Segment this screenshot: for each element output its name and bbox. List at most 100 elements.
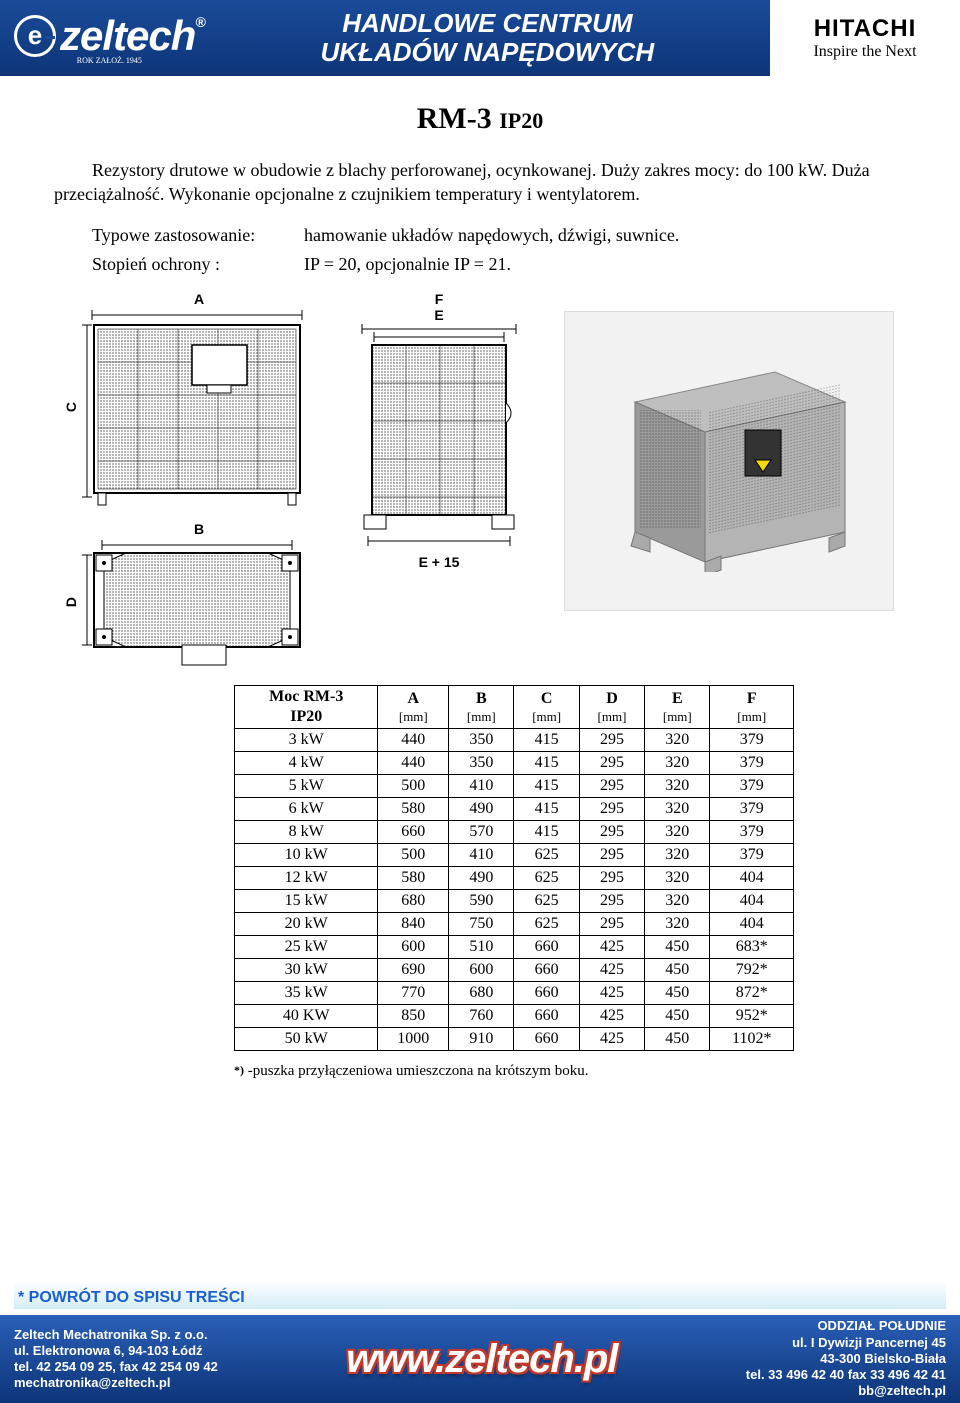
table-cell: 15 kW: [235, 889, 378, 912]
table-cell: 580: [378, 866, 449, 889]
footer-line: 43-300 Bielsko-Biała: [746, 1351, 946, 1367]
table-row: 25 kW600510660425450683*: [235, 935, 794, 958]
table-cell: 379: [710, 774, 794, 797]
table-cell: 660: [514, 1027, 579, 1050]
dim-label-a: A: [84, 291, 314, 307]
table-cell: 295: [579, 843, 644, 866]
table-header: C[mm]: [514, 685, 579, 728]
spec-value: IP = 20, opcjonalnie IP = 21.: [304, 252, 906, 277]
logo-word: zeltech: [60, 12, 195, 59]
header-title: HANDLOWE CENTRUM UKŁADÓW NAPĘDOWYCH: [205, 9, 770, 66]
table-row: 50 kW10009106604254501102*: [235, 1027, 794, 1050]
product-3d-svg: [595, 352, 855, 572]
page-header: e zeltech® ROK ZAŁOŻ. 1945 HANDLOWE CENT…: [0, 0, 960, 76]
table-cell: 660: [514, 981, 579, 1004]
table-cell: 500: [378, 774, 449, 797]
table-cell: 379: [710, 728, 794, 751]
table-cell: 770: [378, 981, 449, 1004]
table-cell: 320: [645, 843, 710, 866]
table-row: 8 kW660570415295320379: [235, 820, 794, 843]
side-view-svg: [354, 323, 524, 553]
table-cell: 850: [378, 1004, 449, 1027]
table-cell: 425: [579, 958, 644, 981]
table-row: 4 kW440350415295320379: [235, 751, 794, 774]
table-cell: 295: [579, 774, 644, 797]
footer-line: ul. Elektronowa 6, 94-103 Łódź: [14, 1343, 218, 1359]
title-sub: IP20: [499, 108, 543, 133]
table-cell: 500: [378, 843, 449, 866]
table-cell: 350: [449, 751, 514, 774]
drawing-side: F E E: [354, 291, 524, 667]
table-row: 6 kW580490415295320379: [235, 797, 794, 820]
table-cell: 760: [449, 1004, 514, 1027]
table-cell: 295: [579, 797, 644, 820]
table-cell: 450: [645, 935, 710, 958]
zeltech-logo: e zeltech® ROK ZAŁOŻ. 1945: [14, 12, 205, 65]
drawings-row: A C: [54, 291, 906, 667]
table-cell: 320: [645, 751, 710, 774]
table-cell: 872*: [710, 981, 794, 1004]
table-cell: 425: [579, 981, 644, 1004]
page-title: RM-3 IP20: [54, 102, 906, 136]
table-header: A[mm]: [378, 685, 449, 728]
return-link[interactable]: * POWRÓT DO SPISU TREŚCI: [14, 1281, 946, 1309]
table-cell: 320: [645, 866, 710, 889]
table-cell: 625: [514, 912, 579, 935]
table-cell: 490: [449, 797, 514, 820]
table-cell: 5 kW: [235, 774, 378, 797]
front-view-svg: [82, 307, 312, 507]
hitachi-slogan: Inspire the Next: [782, 43, 948, 61]
table-cell: 625: [514, 866, 579, 889]
footer-url[interactable]: www.zeltech.pl: [346, 1337, 617, 1381]
table-cell: 350: [449, 728, 514, 751]
footer-line: ODDZIAŁ POŁUDNIE: [746, 1318, 946, 1334]
table-cell: 295: [579, 751, 644, 774]
table-cell: 415: [514, 751, 579, 774]
table-cell: 625: [514, 889, 579, 912]
table-cell: 680: [378, 889, 449, 912]
table-cell: 379: [710, 820, 794, 843]
footer-line: tel. 33 496 42 40 fax 33 496 42 41: [746, 1367, 946, 1383]
table-cell: 683*: [710, 935, 794, 958]
table-row: 30 kW690600660425450792*: [235, 958, 794, 981]
spec-value: hamowanie układów napędowych, dźwigi, su…: [304, 223, 906, 248]
table-cell: 295: [579, 912, 644, 935]
dim-label-e15: E + 15: [354, 554, 524, 570]
table-cell: 600: [378, 935, 449, 958]
table-cell: 320: [645, 728, 710, 751]
logo-reg: ®: [195, 14, 204, 30]
table-row: 40 KW850760660425450952*: [235, 1004, 794, 1027]
table-cell: 1000: [378, 1027, 449, 1050]
table-row: 5 kW500410415295320379: [235, 774, 794, 797]
dimension-table: Moc RM-3IP20A[mm]B[mm]C[mm]D[mm]E[mm]F[m…: [234, 685, 794, 1051]
table-cell: 295: [579, 889, 644, 912]
table-cell: 415: [514, 728, 579, 751]
table-header: F[mm]: [710, 685, 794, 728]
spec-label: Typowe zastosowanie:: [54, 223, 304, 248]
table-cell: 379: [710, 751, 794, 774]
footnote-text: -puszka przyłączeniowa umieszczona na kr…: [248, 1063, 589, 1079]
product-photo: [564, 311, 894, 611]
table-cell: 4 kW: [235, 751, 378, 774]
table-cell: 320: [645, 912, 710, 935]
logo-text: zeltech®: [60, 12, 205, 60]
footer-right: ODDZIAŁ POŁUDNIE ul. I Dywizji Pancernej…: [746, 1318, 946, 1399]
footer-line: mechatronika@zeltech.pl: [14, 1375, 218, 1391]
table-cell: 295: [579, 866, 644, 889]
table-footnote: *) -puszka przyłączeniowa umieszczona na…: [234, 1063, 906, 1080]
footer-center: www.zeltech.pl: [218, 1337, 746, 1382]
dim-label-d: D: [63, 595, 79, 609]
table-cell: 625: [514, 843, 579, 866]
table-cell: 660: [514, 958, 579, 981]
table-cell: 600: [449, 958, 514, 981]
table-cell: 450: [645, 1027, 710, 1050]
table-cell: 320: [645, 797, 710, 820]
table-cell: 570: [449, 820, 514, 843]
dim-label-f: F: [354, 291, 524, 307]
table-row: 20 kW840750625295320404: [235, 912, 794, 935]
table-cell: 425: [579, 1027, 644, 1050]
footer-line: bb@zeltech.pl: [746, 1383, 946, 1399]
table-cell: 20 kW: [235, 912, 378, 935]
table-cell: 3 kW: [235, 728, 378, 751]
table-cell: 750: [449, 912, 514, 935]
